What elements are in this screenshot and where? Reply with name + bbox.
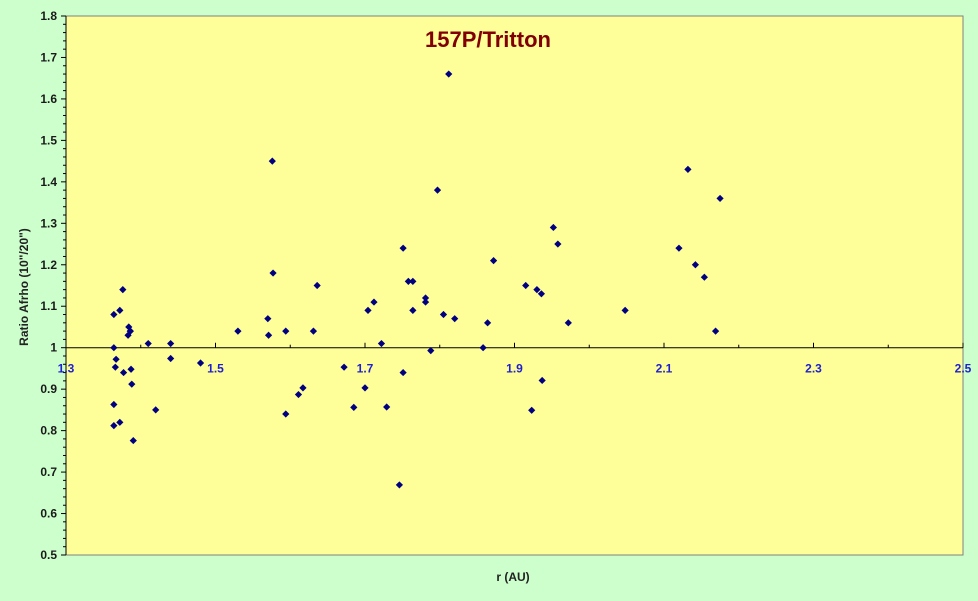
data-point <box>621 306 629 314</box>
data-point <box>167 354 175 363</box>
data-point <box>383 403 391 411</box>
x-axis-title: r (AU) <box>496 570 529 584</box>
y-tick-label: 1.3 <box>40 216 57 230</box>
y-tick-label: 0.6 <box>40 507 57 521</box>
data-point <box>549 223 557 232</box>
data-point <box>537 290 546 298</box>
data-point <box>538 376 546 385</box>
data-point <box>116 418 124 426</box>
data-series <box>110 70 724 489</box>
data-point <box>700 273 708 281</box>
data-point <box>684 165 692 174</box>
data-point <box>489 257 498 265</box>
y-tick-label: 0.9 <box>40 382 57 396</box>
data-point <box>234 327 242 335</box>
chart-title: 157P/Tritton <box>425 27 551 52</box>
data-point <box>128 380 136 388</box>
plot-area <box>65 15 964 556</box>
y-axis-title: Ratio Afrho (10"/20") <box>17 228 31 346</box>
data-point <box>479 344 487 352</box>
data-point <box>564 319 572 327</box>
data-point <box>409 306 417 314</box>
data-point <box>522 281 530 290</box>
data-point <box>119 286 127 294</box>
y-tick-label: 1.5 <box>40 133 57 147</box>
data-point <box>554 240 562 248</box>
data-point <box>370 298 378 306</box>
y-tick-label: 1.4 <box>40 175 57 189</box>
data-point <box>433 186 442 194</box>
x-tick-label: 2.1 <box>656 362 673 376</box>
y-tick-label: 0.7 <box>40 465 57 479</box>
data-point <box>445 70 453 78</box>
data-point <box>110 310 118 319</box>
data-point <box>528 406 536 414</box>
data-point <box>439 310 448 319</box>
data-point <box>350 403 358 411</box>
y-axis: 0.5 0.6 0.7 0.8 0.9 1 1.1 1.2 1.3 1.4 1.5 1.6 1.7 1.8 <box>40 9 67 562</box>
data-point <box>675 244 683 252</box>
x-tick-label: 1.5 <box>207 362 224 376</box>
data-point <box>119 368 128 377</box>
data-point <box>264 315 272 323</box>
data-point <box>404 277 412 285</box>
data-point <box>377 339 386 348</box>
y-tick-label: 1.1 <box>40 299 57 313</box>
x-tick-label: 1.9 <box>506 362 523 376</box>
data-point <box>716 194 724 203</box>
data-point <box>144 339 152 348</box>
data-point <box>196 359 205 367</box>
data-point <box>421 294 430 302</box>
data-point <box>427 346 435 355</box>
data-point <box>399 244 407 252</box>
data-point <box>409 277 417 285</box>
x-tick-label: 2.3 <box>805 362 822 376</box>
data-point <box>112 355 120 363</box>
y-tick-label: 0.5 <box>40 548 57 562</box>
data-point <box>361 384 369 392</box>
data-point <box>110 344 118 352</box>
data-point <box>111 363 119 371</box>
data-point <box>313 281 321 290</box>
x-tick-label: 1.3 <box>58 362 75 376</box>
data-point <box>421 298 430 306</box>
y-tick-label: 1 <box>50 341 57 355</box>
data-point <box>451 315 459 323</box>
data-point <box>152 406 160 414</box>
x-tick-label: 2.5 <box>955 362 972 376</box>
data-point <box>364 306 372 314</box>
y-tick-label: 1.2 <box>40 258 57 272</box>
data-point <box>282 327 290 335</box>
data-point <box>129 436 137 445</box>
data-point <box>309 327 318 335</box>
data-point <box>268 157 276 165</box>
data-point <box>711 327 720 335</box>
data-point <box>533 286 541 294</box>
y-tick-label: 1.7 <box>40 50 57 64</box>
data-point <box>691 261 699 269</box>
data-point <box>282 410 290 418</box>
data-point <box>483 319 492 327</box>
data-point <box>116 306 124 314</box>
data-point <box>110 400 118 409</box>
y-tick-label: 1.8 <box>40 9 57 23</box>
data-point <box>269 269 277 277</box>
data-point <box>299 384 307 392</box>
data-point <box>126 327 134 335</box>
data-point <box>340 363 348 371</box>
data-point <box>167 339 175 348</box>
y-tick-label: 0.8 <box>40 424 57 438</box>
x-tick-label: 1.7 <box>357 362 374 376</box>
data-point <box>294 390 303 399</box>
data-point <box>264 331 273 339</box>
y-tick-label: 1.6 <box>40 92 57 106</box>
data-point <box>110 422 118 430</box>
data-point <box>127 365 135 373</box>
data-point <box>399 368 407 377</box>
data-point <box>395 481 403 489</box>
x-axis: 1.3 1.5 1.7 1.9 2.1 2.3 2.5 <box>58 342 972 376</box>
